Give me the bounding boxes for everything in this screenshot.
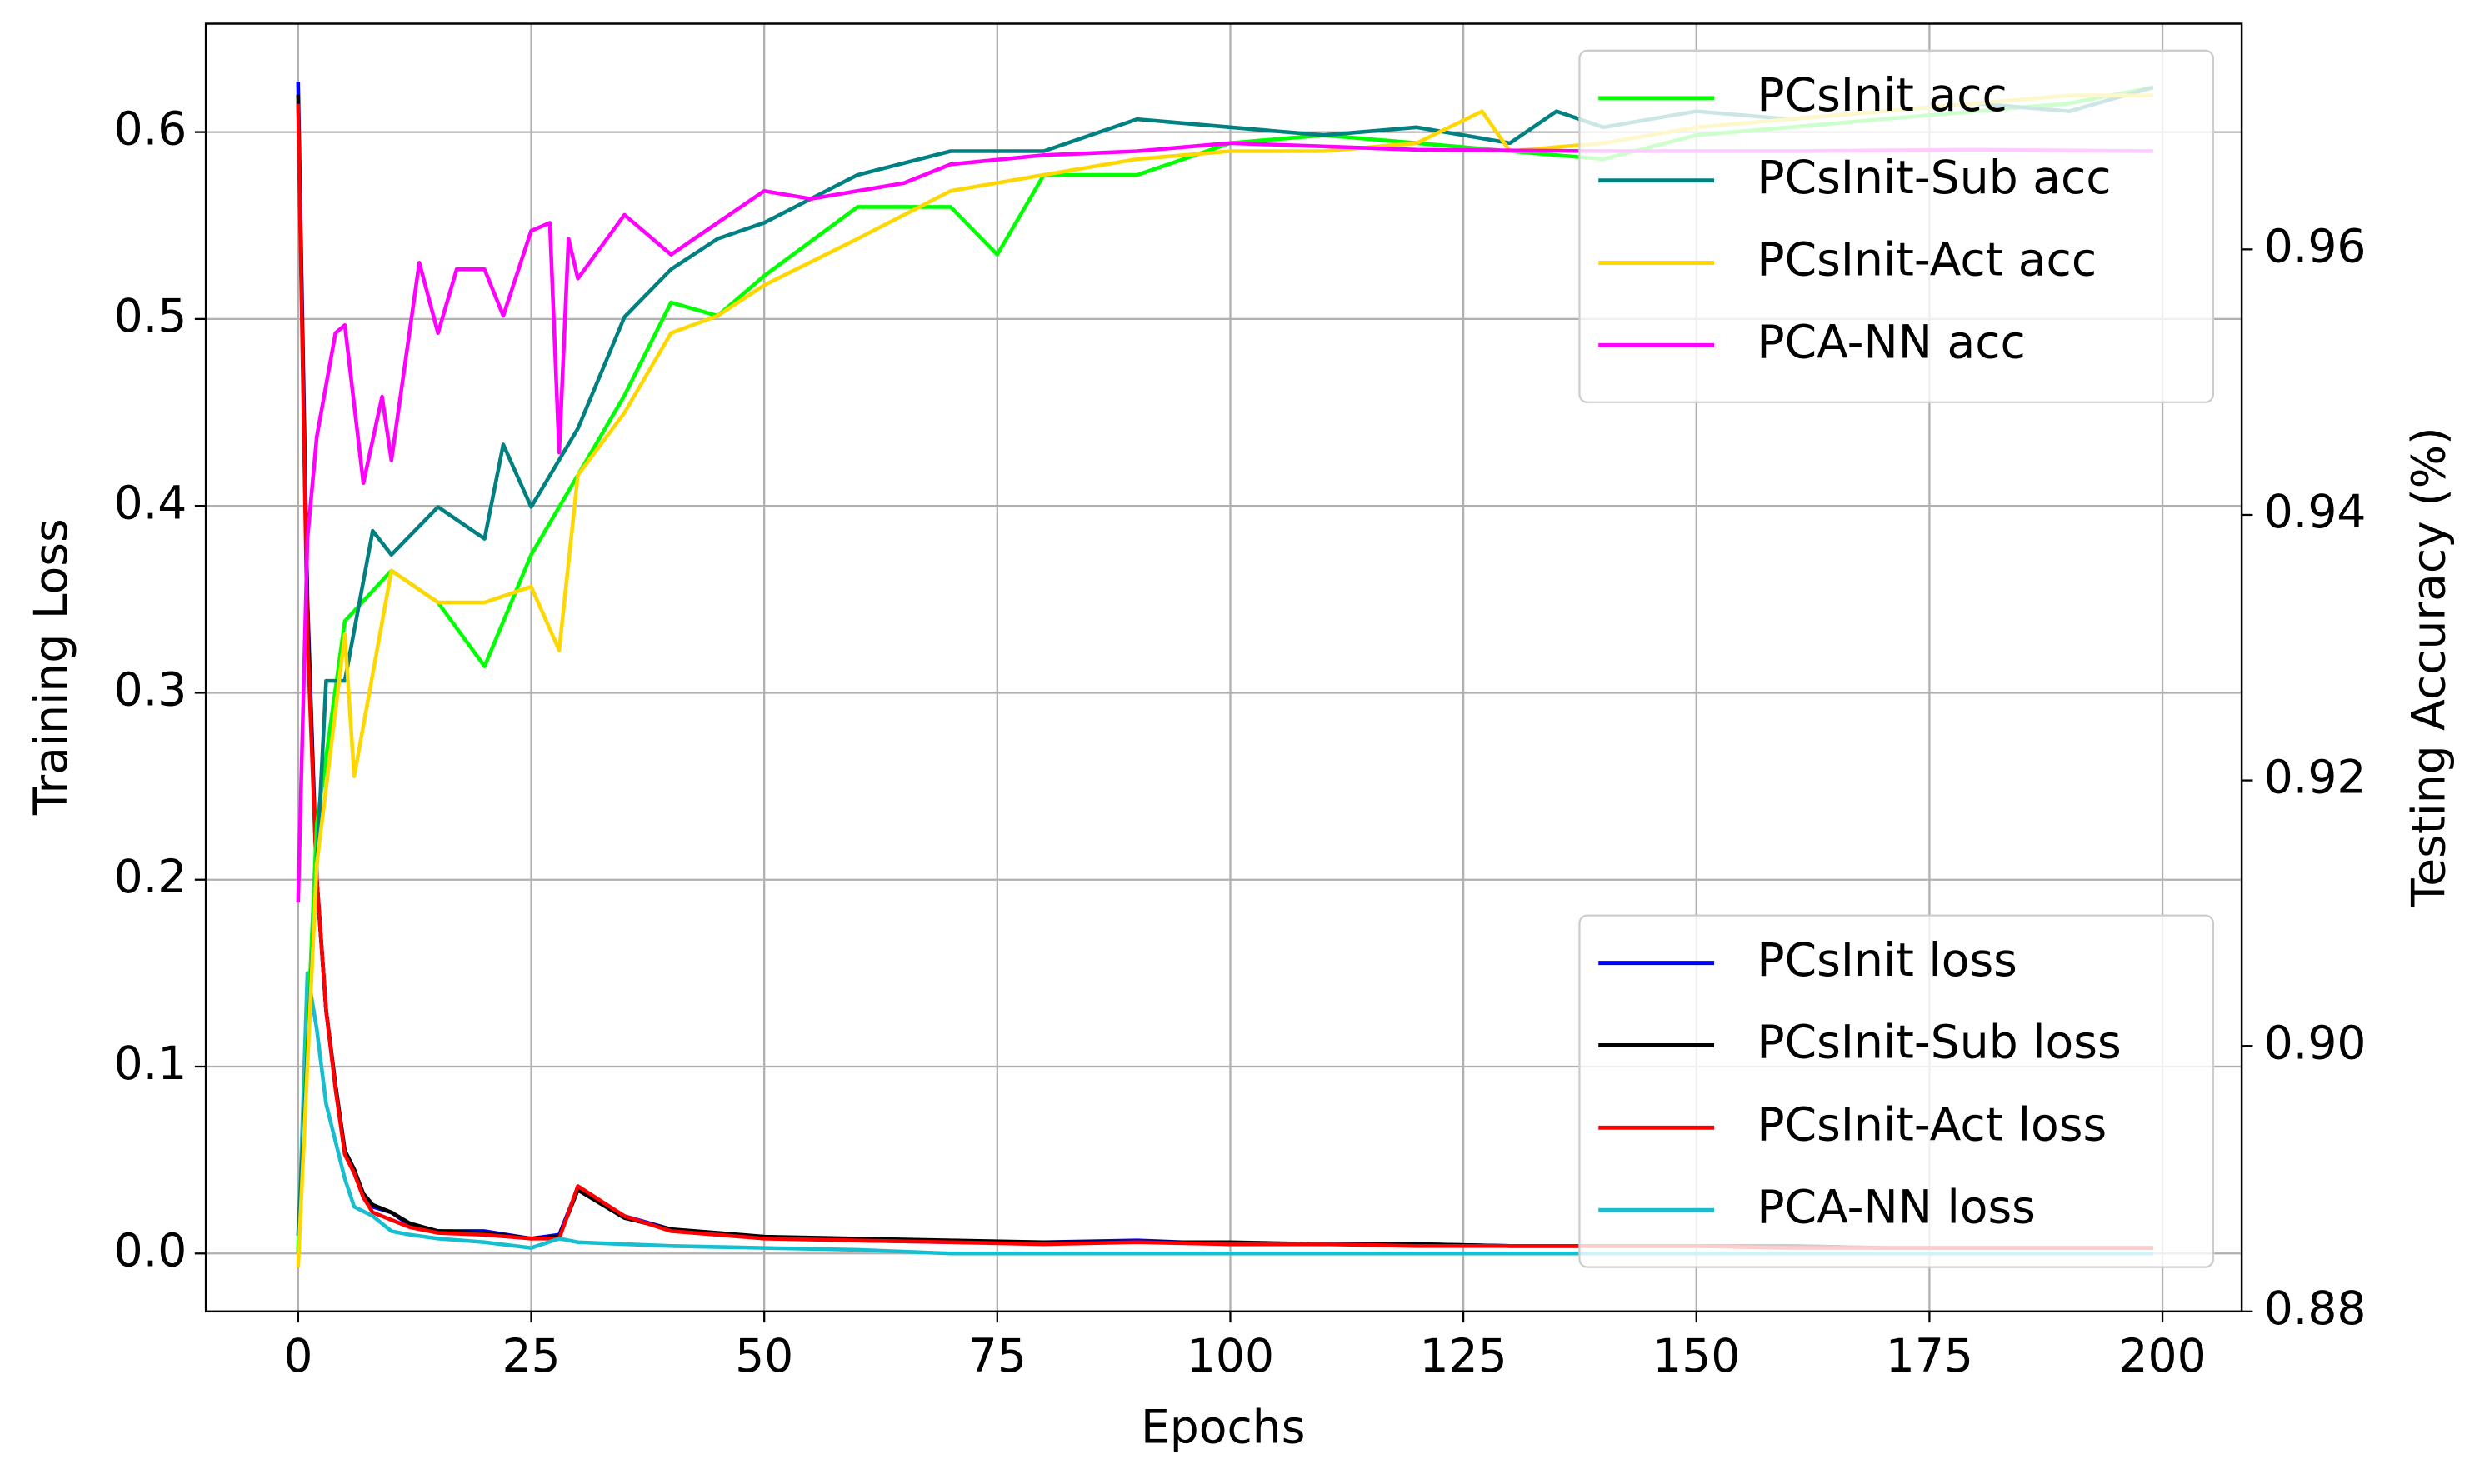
legend-label: PCsInit-Sub loss bbox=[1757, 1016, 2121, 1069]
x-tick-label: 50 bbox=[735, 1329, 793, 1382]
legend-label: PCA-NN acc bbox=[1757, 316, 2025, 369]
y2-tick-label: 0.94 bbox=[2264, 485, 2367, 538]
y2-tick-label: 0.96 bbox=[2264, 219, 2367, 272]
y2-tick-label: 0.92 bbox=[2264, 751, 2367, 804]
plot-frame bbox=[204, 22, 2243, 1313]
series-line bbox=[296, 971, 2153, 1256]
legend-label: PCsInit-Act loss bbox=[1757, 1097, 2107, 1151]
x-tick-label: 175 bbox=[1886, 1329, 1973, 1382]
y-tick-label: 0.5 bbox=[114, 289, 187, 342]
x-tick-label: 100 bbox=[1187, 1329, 1274, 1382]
legend-label: PCsInit-Act acc bbox=[1757, 233, 2097, 287]
x-tick-label: 75 bbox=[968, 1329, 1027, 1382]
legend-label: PCA-NN loss bbox=[1757, 1180, 2036, 1233]
legend-box bbox=[1578, 914, 2215, 1268]
legend-label: PCsInit-Sub acc bbox=[1757, 151, 2111, 204]
series-line bbox=[296, 141, 2153, 903]
x-axis-label: Epochs bbox=[1141, 1401, 1305, 1454]
x-tick-label: 200 bbox=[2118, 1329, 2206, 1382]
legend: PCsInit loss PCsInit-Sub loss PCsInit-Act … bbox=[1578, 914, 2215, 1268]
y-tick-label: 0.3 bbox=[114, 663, 187, 717]
legend-label: PCsInit acc bbox=[1757, 68, 2007, 122]
legend-box bbox=[1578, 49, 2215, 403]
x-tick-label: 25 bbox=[502, 1329, 560, 1382]
y-tick-label: 0.6 bbox=[114, 102, 187, 156]
legend: PCsInit acc PCsInit-Sub acc PCsInit-Act ac… bbox=[1578, 49, 2215, 403]
y2-axis-label: Testing Accuracy (%) bbox=[2402, 427, 2455, 907]
y-tick-label: 0.4 bbox=[114, 476, 187, 529]
x-tick-label: 125 bbox=[1420, 1329, 1507, 1382]
x-tick-label: 0 bbox=[283, 1329, 312, 1382]
legend-label: PCsInit loss bbox=[1757, 933, 2017, 987]
x-tick-label: 150 bbox=[1652, 1329, 1740, 1382]
y-tick-label: 0.1 bbox=[114, 1037, 187, 1090]
y-tick-label: 0.2 bbox=[114, 850, 187, 903]
y2-tick-label: 0.90 bbox=[2264, 1016, 2367, 1069]
y-tick-label: 0.0 bbox=[114, 1223, 187, 1277]
y2-tick-label: 0.88 bbox=[2264, 1282, 2367, 1335]
y-axis-label: Training Loss bbox=[24, 518, 77, 816]
